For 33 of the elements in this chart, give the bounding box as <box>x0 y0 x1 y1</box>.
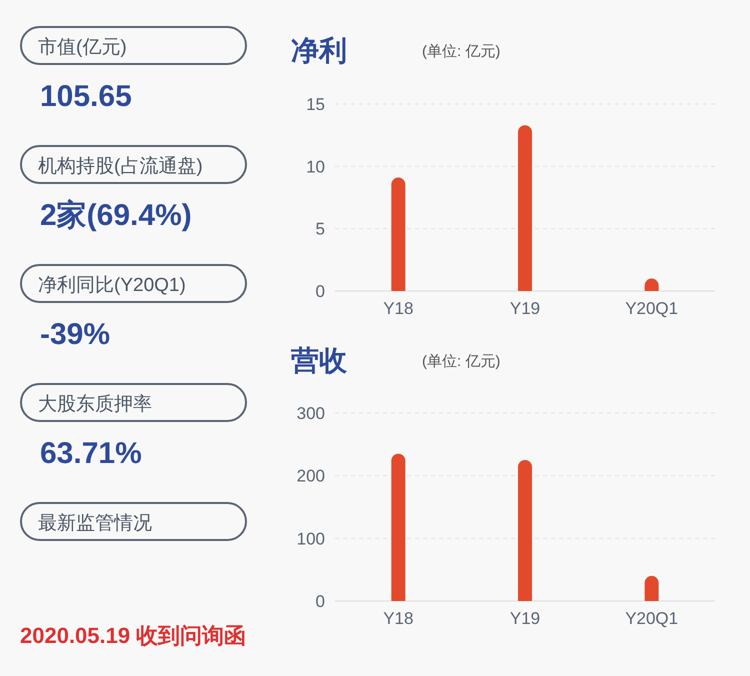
text: 市值(亿元) <box>38 36 127 58</box>
y-tick-label: 10 <box>306 157 325 176</box>
y-tick-label: 200 <box>296 466 325 486</box>
x-tick-label: Y19 <box>510 609 540 628</box>
bar <box>518 460 532 601</box>
x-tick-label: Y18 <box>383 299 414 318</box>
bar <box>644 576 659 601</box>
x-tick-label: Y19 <box>510 299 540 318</box>
y-tick-label: 5 <box>316 220 325 239</box>
y-tick-label: 0 <box>316 282 325 301</box>
text: -39% <box>40 318 110 351</box>
y-tick-label: 100 <box>296 529 325 548</box>
chart-title: 营收 <box>290 345 348 376</box>
bar <box>518 125 532 291</box>
x-tick-label: Y18 <box>383 609 414 628</box>
y-tick-label: 300 <box>296 404 325 423</box>
text: 63.71% <box>40 437 142 470</box>
x-tick-label: Y20Q1 <box>625 299 678 318</box>
y-tick-label: 0 <box>316 592 325 611</box>
text: 大股东质押率 <box>38 393 152 415</box>
text: 105.65 <box>40 80 132 113</box>
text: 最新监管情况 <box>38 512 152 534</box>
text: 2020.05.19 收到问询函 <box>20 623 246 648</box>
y-tick-label: 15 <box>306 95 325 114</box>
chart-subtitle: (单位: 亿元) <box>422 43 500 60</box>
text: 净利同比(Y20Q1) <box>38 275 186 296</box>
text: 机构持股(占流通盘) <box>38 155 203 177</box>
x-tick-label: Y20Q1 <box>625 609 678 628</box>
bar <box>391 454 406 601</box>
chart-subtitle: (单位: 亿元) <box>422 353 500 370</box>
bar <box>391 178 406 291</box>
chart-title: 净利 <box>291 35 347 66</box>
text: 2家(69.4%) <box>40 198 192 232</box>
